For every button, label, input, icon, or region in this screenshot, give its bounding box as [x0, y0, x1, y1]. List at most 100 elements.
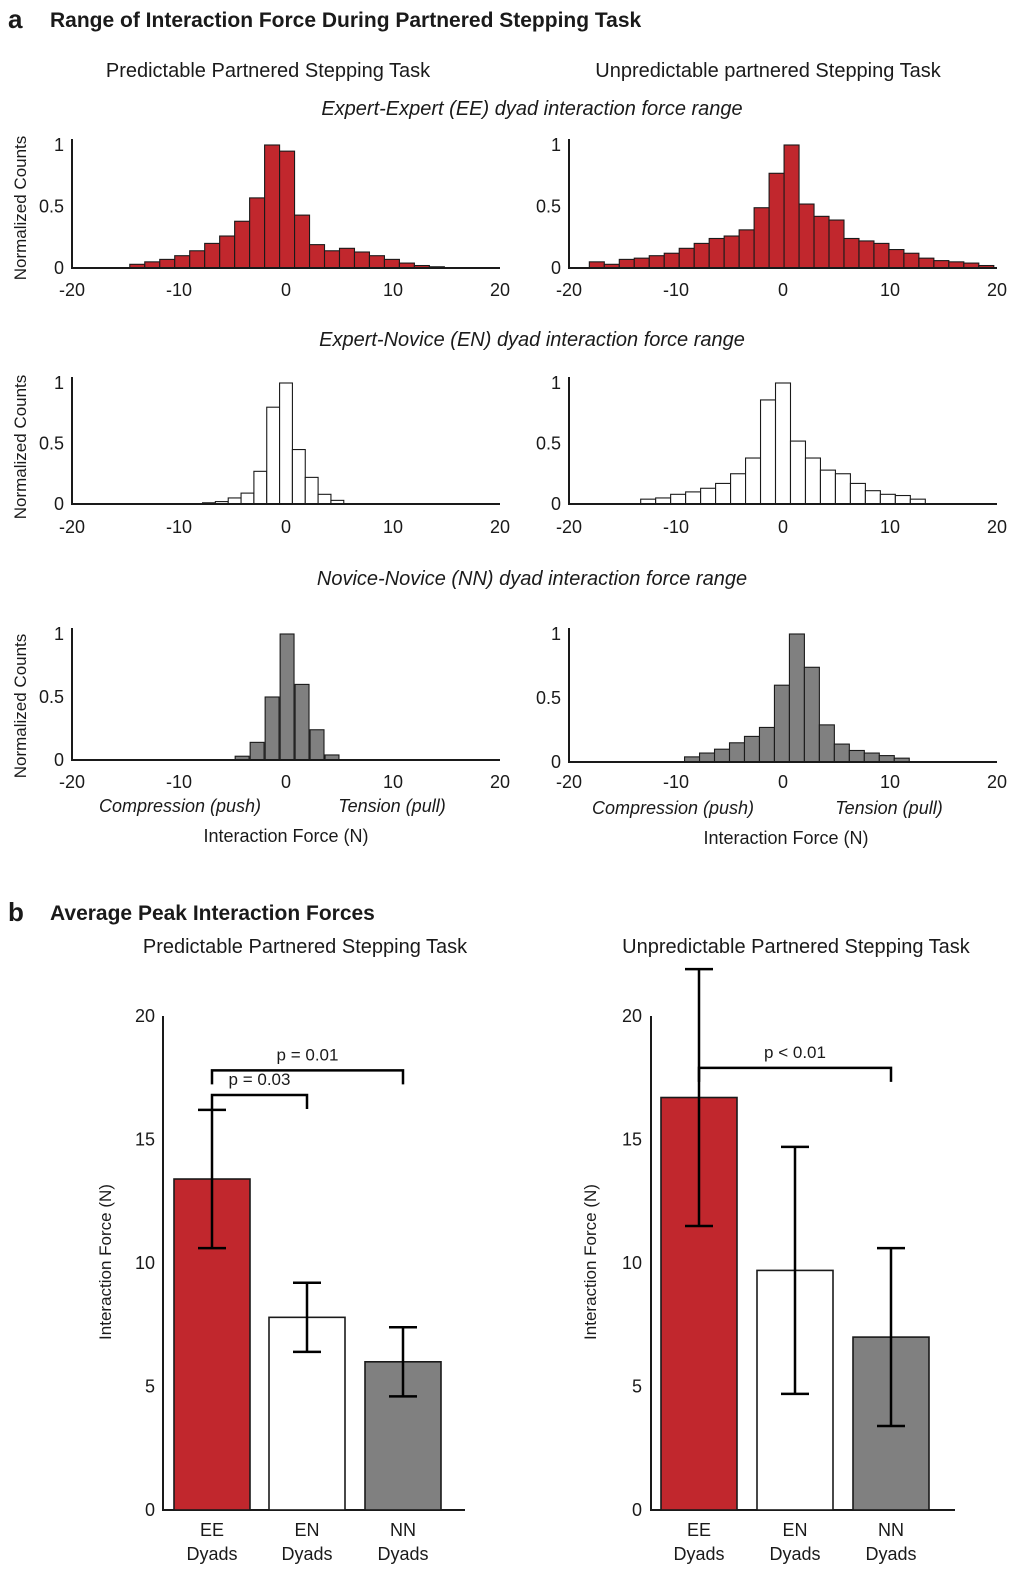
histogram-bar — [309, 729, 325, 761]
histogram-bar — [798, 203, 815, 269]
x-tick-label: 20 — [490, 772, 510, 792]
histogram-ylabel-ee: Normalized Counts — [11, 136, 30, 281]
histogram-bar — [873, 242, 890, 269]
category-label: Dyads — [769, 1544, 820, 1564]
histogram-ee-predictable: -20 -10 0 10 20 0 0.5 1 — [39, 135, 510, 300]
histogram-bar — [189, 250, 206, 269]
x-tick-label: -20 — [556, 517, 582, 537]
histogram-bar — [323, 250, 341, 269]
bar-chart-unpredictable: EE Dyads EN Dyads NN Dyads 0 5 10 15 20 p < 0.01 — [622, 967, 955, 1564]
bar-ylabel-predictable: Interaction Force (N) — [96, 1184, 115, 1340]
histogram-bar — [338, 247, 356, 269]
x-tick-label: -20 — [59, 772, 85, 792]
y-tick-label: 1 — [54, 624, 64, 644]
histogram-bar — [618, 258, 635, 269]
histogram-bar — [678, 247, 695, 269]
y-tick-label: 0 — [54, 494, 64, 514]
xlabel-unpredictable: Interaction Force (N) — [703, 828, 868, 848]
x-tick-label: 10 — [383, 280, 403, 300]
histogram-bar — [848, 749, 865, 763]
histogram-bar — [743, 735, 761, 763]
histogram-bar — [804, 457, 821, 505]
histogram-bar — [368, 255, 385, 269]
bar-ylabel-unpredictable: Interaction Force (N) — [581, 1184, 600, 1340]
histogram-bar — [918, 257, 935, 269]
significance-bracket — [210, 1093, 309, 1110]
tension-label-predictable: Tension (pull) — [338, 796, 445, 816]
histogram-bar — [698, 752, 716, 763]
histogram-bar — [759, 399, 777, 505]
histogram-bar — [266, 406, 281, 505]
histogram-bar — [713, 748, 731, 763]
histogram-en-predictable: -20 -10 0 10 20 0 0.5 1 — [39, 373, 510, 537]
histogram-bar — [933, 260, 950, 269]
histogram-bar — [291, 448, 306, 505]
histogram-bar — [264, 696, 280, 761]
histogram-bar — [648, 255, 665, 269]
category-label: Dyads — [281, 1544, 332, 1564]
histogram-bar — [685, 491, 702, 505]
histogram-bar — [738, 229, 755, 269]
histogram-bar — [858, 240, 875, 269]
x-tick-label: -10 — [166, 280, 192, 300]
y-tick-label: 20 — [135, 1006, 155, 1026]
x-tick-label: -10 — [663, 280, 689, 300]
x-tick-label: 10 — [383, 772, 403, 792]
y-tick-label: 0 — [145, 1500, 155, 1520]
histogram-bar — [819, 469, 836, 505]
panel-b-letter: b — [8, 897, 24, 927]
x-tick-label: -20 — [556, 772, 582, 792]
histogram-bar — [843, 237, 860, 269]
dyad-title-nn: Novice-Novice (NN) dyad interaction forc… — [317, 568, 747, 590]
x-tick-label: -10 — [663, 772, 689, 792]
histogram-bar — [279, 382, 293, 505]
histogram-bar — [758, 726, 775, 763]
histogram-bar — [383, 258, 400, 269]
y-tick-label: 10 — [135, 1253, 155, 1273]
category-label: NN — [390, 1520, 416, 1540]
y-tick-label: 0.5 — [536, 434, 561, 454]
y-tick-label: 1 — [551, 373, 561, 393]
x-tick-label: -10 — [663, 517, 689, 537]
histogram-ee-unpredictable: -20 -10 0 10 20 0 0.5 1 — [536, 135, 1007, 300]
histogram-bar — [249, 197, 266, 269]
histogram-bar — [803, 666, 820, 763]
panel-b-title: Average Peak Interaction Forces — [50, 902, 375, 925]
y-tick-label: 5 — [145, 1377, 155, 1397]
histogram-ylabel-nn: Normalized Counts — [11, 634, 30, 779]
histogram-bar — [728, 742, 746, 763]
histogram-bar — [723, 235, 740, 269]
histogram-bar — [663, 252, 680, 269]
histogram-bar — [253, 470, 268, 505]
y-tick-label: 0 — [551, 752, 561, 772]
histogram-bar — [894, 494, 911, 505]
x-tick-label: -10 — [166, 772, 192, 792]
histogram-en-unpredictable: -20 -10 0 10 20 0 0.5 1 — [536, 373, 1007, 537]
histogram-bar — [788, 633, 805, 763]
histogram-bar — [279, 633, 295, 761]
histogram-bar — [828, 219, 845, 269]
histogram-bar — [864, 490, 881, 505]
y-tick-label: 0.5 — [39, 687, 64, 707]
y-tick-label: 1 — [551, 624, 561, 644]
histogram-bar — [813, 215, 830, 269]
histogram-bar — [879, 493, 896, 505]
histogram-bar — [700, 487, 717, 505]
x-tick-label: -10 — [166, 517, 192, 537]
category-label: EN — [782, 1520, 807, 1540]
histogram-nn-predictable: -20 -10 0 10 20 0 0.5 1 — [39, 624, 510, 792]
histogram-nn-unpredictable: -20 -10 0 10 20 0 0.5 1 — [536, 624, 1007, 792]
panel-a-title: Range of Interaction Force During Partne… — [50, 9, 642, 32]
x-tick-label: 0 — [778, 517, 788, 537]
histogram-bar — [818, 724, 835, 763]
histogram-bar — [849, 482, 866, 505]
histogram-bar — [789, 440, 807, 505]
y-tick-label: 1 — [551, 135, 561, 155]
histogram-bar — [715, 482, 732, 505]
y-tick-label: 0.5 — [39, 197, 64, 217]
y-tick-label: 0 — [551, 494, 561, 514]
x-tick-label: 20 — [490, 280, 510, 300]
y-tick-label: 5 — [632, 1377, 642, 1397]
panel-a-column-title-predictable: Predictable Partnered Stepping Task — [106, 60, 431, 82]
